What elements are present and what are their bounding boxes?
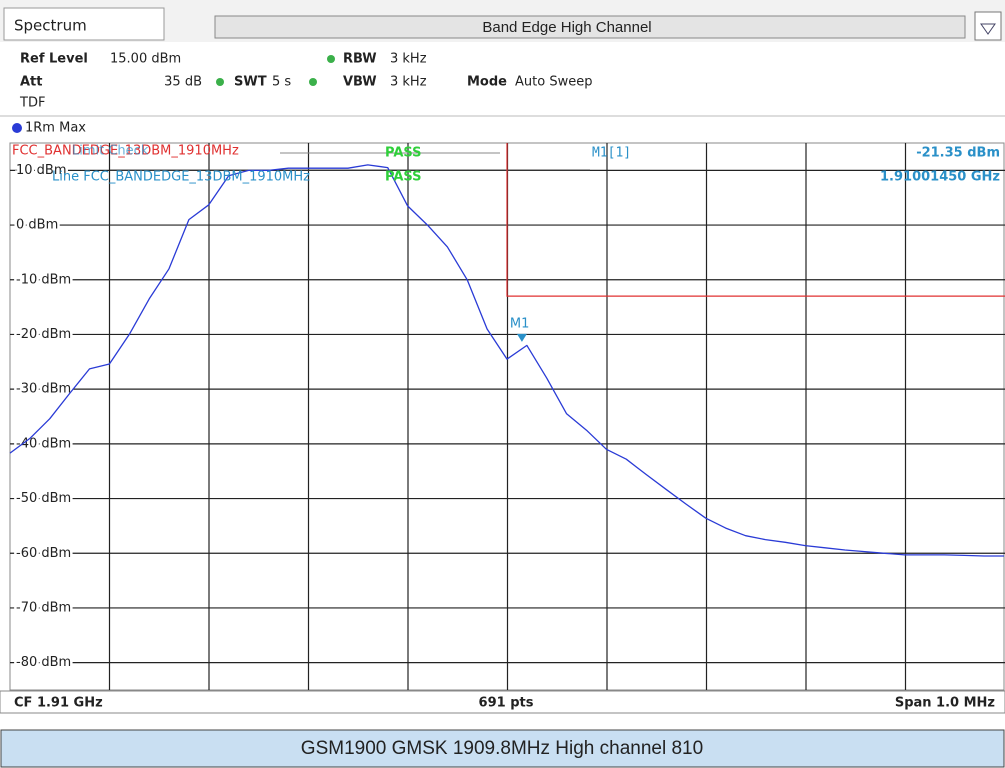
limit-result: PASS: [385, 146, 422, 161]
setting-label: Ref Level: [20, 52, 88, 67]
setting-label: Att: [20, 75, 43, 90]
setting-value: 5 s: [272, 75, 291, 90]
title-bar: [214, 15, 966, 39]
setting-value: Auto Sweep: [515, 75, 592, 90]
limit-line-label: Line FCC_BANDEDGE_13DBM_1910MHz: [52, 170, 310, 185]
caption-box: [0, 729, 1005, 768]
setting-value: 15.00 dBm: [110, 52, 181, 67]
trace-dot: [12, 123, 22, 133]
y-tick-label: 10 dBm: [16, 163, 67, 178]
tab[interactable]: [3, 7, 165, 41]
setting-value: TDF: [19, 96, 45, 111]
marker-freq: 1.91001450 GHz: [880, 170, 1000, 185]
marker-name: M1[1]: [592, 146, 631, 161]
y-tick-label: -20 dBm: [16, 327, 71, 342]
trace: [9, 164, 1004, 557]
setting-label: RBW: [343, 52, 377, 67]
limit-check: Limit Check: [72, 144, 149, 159]
marker-label: M1: [510, 316, 530, 331]
y-tick-label: -30 dBm: [16, 382, 71, 397]
plot-area: 10 dBm 0 dBm -10 dBm -20 dBm -30 dBm -40 dBm -…: [9, 142, 1005, 691]
setting-value: 3 kHz: [390, 75, 427, 90]
setting-label: SWT: [234, 75, 267, 90]
y-tick-label: -10 dBm: [16, 272, 71, 287]
trace-label: 1Rm Max: [25, 121, 86, 136]
status-dot: [309, 78, 317, 86]
limit-line-result: PASS: [385, 170, 422, 185]
setting-value: 35 dB: [164, 75, 202, 90]
status-dot: [327, 55, 335, 63]
menu-icon: [980, 23, 996, 35]
status-dot: [216, 78, 224, 86]
title: Band Edge High Channel: [482, 19, 651, 36]
y-tick-label: -80 dBm: [16, 655, 71, 670]
y-tick-label: -60 dBm: [16, 546, 71, 561]
footer-text: 691 pts: [479, 696, 534, 711]
footer-text: Span 1.0 MHz: [895, 696, 995, 711]
y-tick-label: -40 dBm: [16, 436, 71, 451]
y-tick-label: -70 dBm: [16, 600, 71, 615]
tab-label: Spectrum: [14, 17, 87, 35]
limit-line: [506, 143, 1005, 297]
setting-value: 3 kHz: [390, 52, 427, 67]
y-tick-label: -50 dBm: [16, 491, 71, 506]
limit-name: FCC_BANDEDGE_13DBM_1910MHz: [12, 144, 239, 159]
footer-bar: [0, 690, 1005, 714]
marker-level: -21.35 dBm: [916, 146, 1000, 161]
marker: [516, 333, 527, 342]
setting-label: Mode: [467, 75, 507, 90]
menu-button[interactable]: [974, 11, 1002, 41]
caption: GSM1900 GMSK 1909.8MHz High channel 810: [301, 738, 703, 759]
y-tick-label: 0 dBm: [16, 218, 58, 233]
footer-text: CF 1.91 GHz: [14, 696, 103, 711]
setting-label: VBW: [343, 75, 377, 90]
